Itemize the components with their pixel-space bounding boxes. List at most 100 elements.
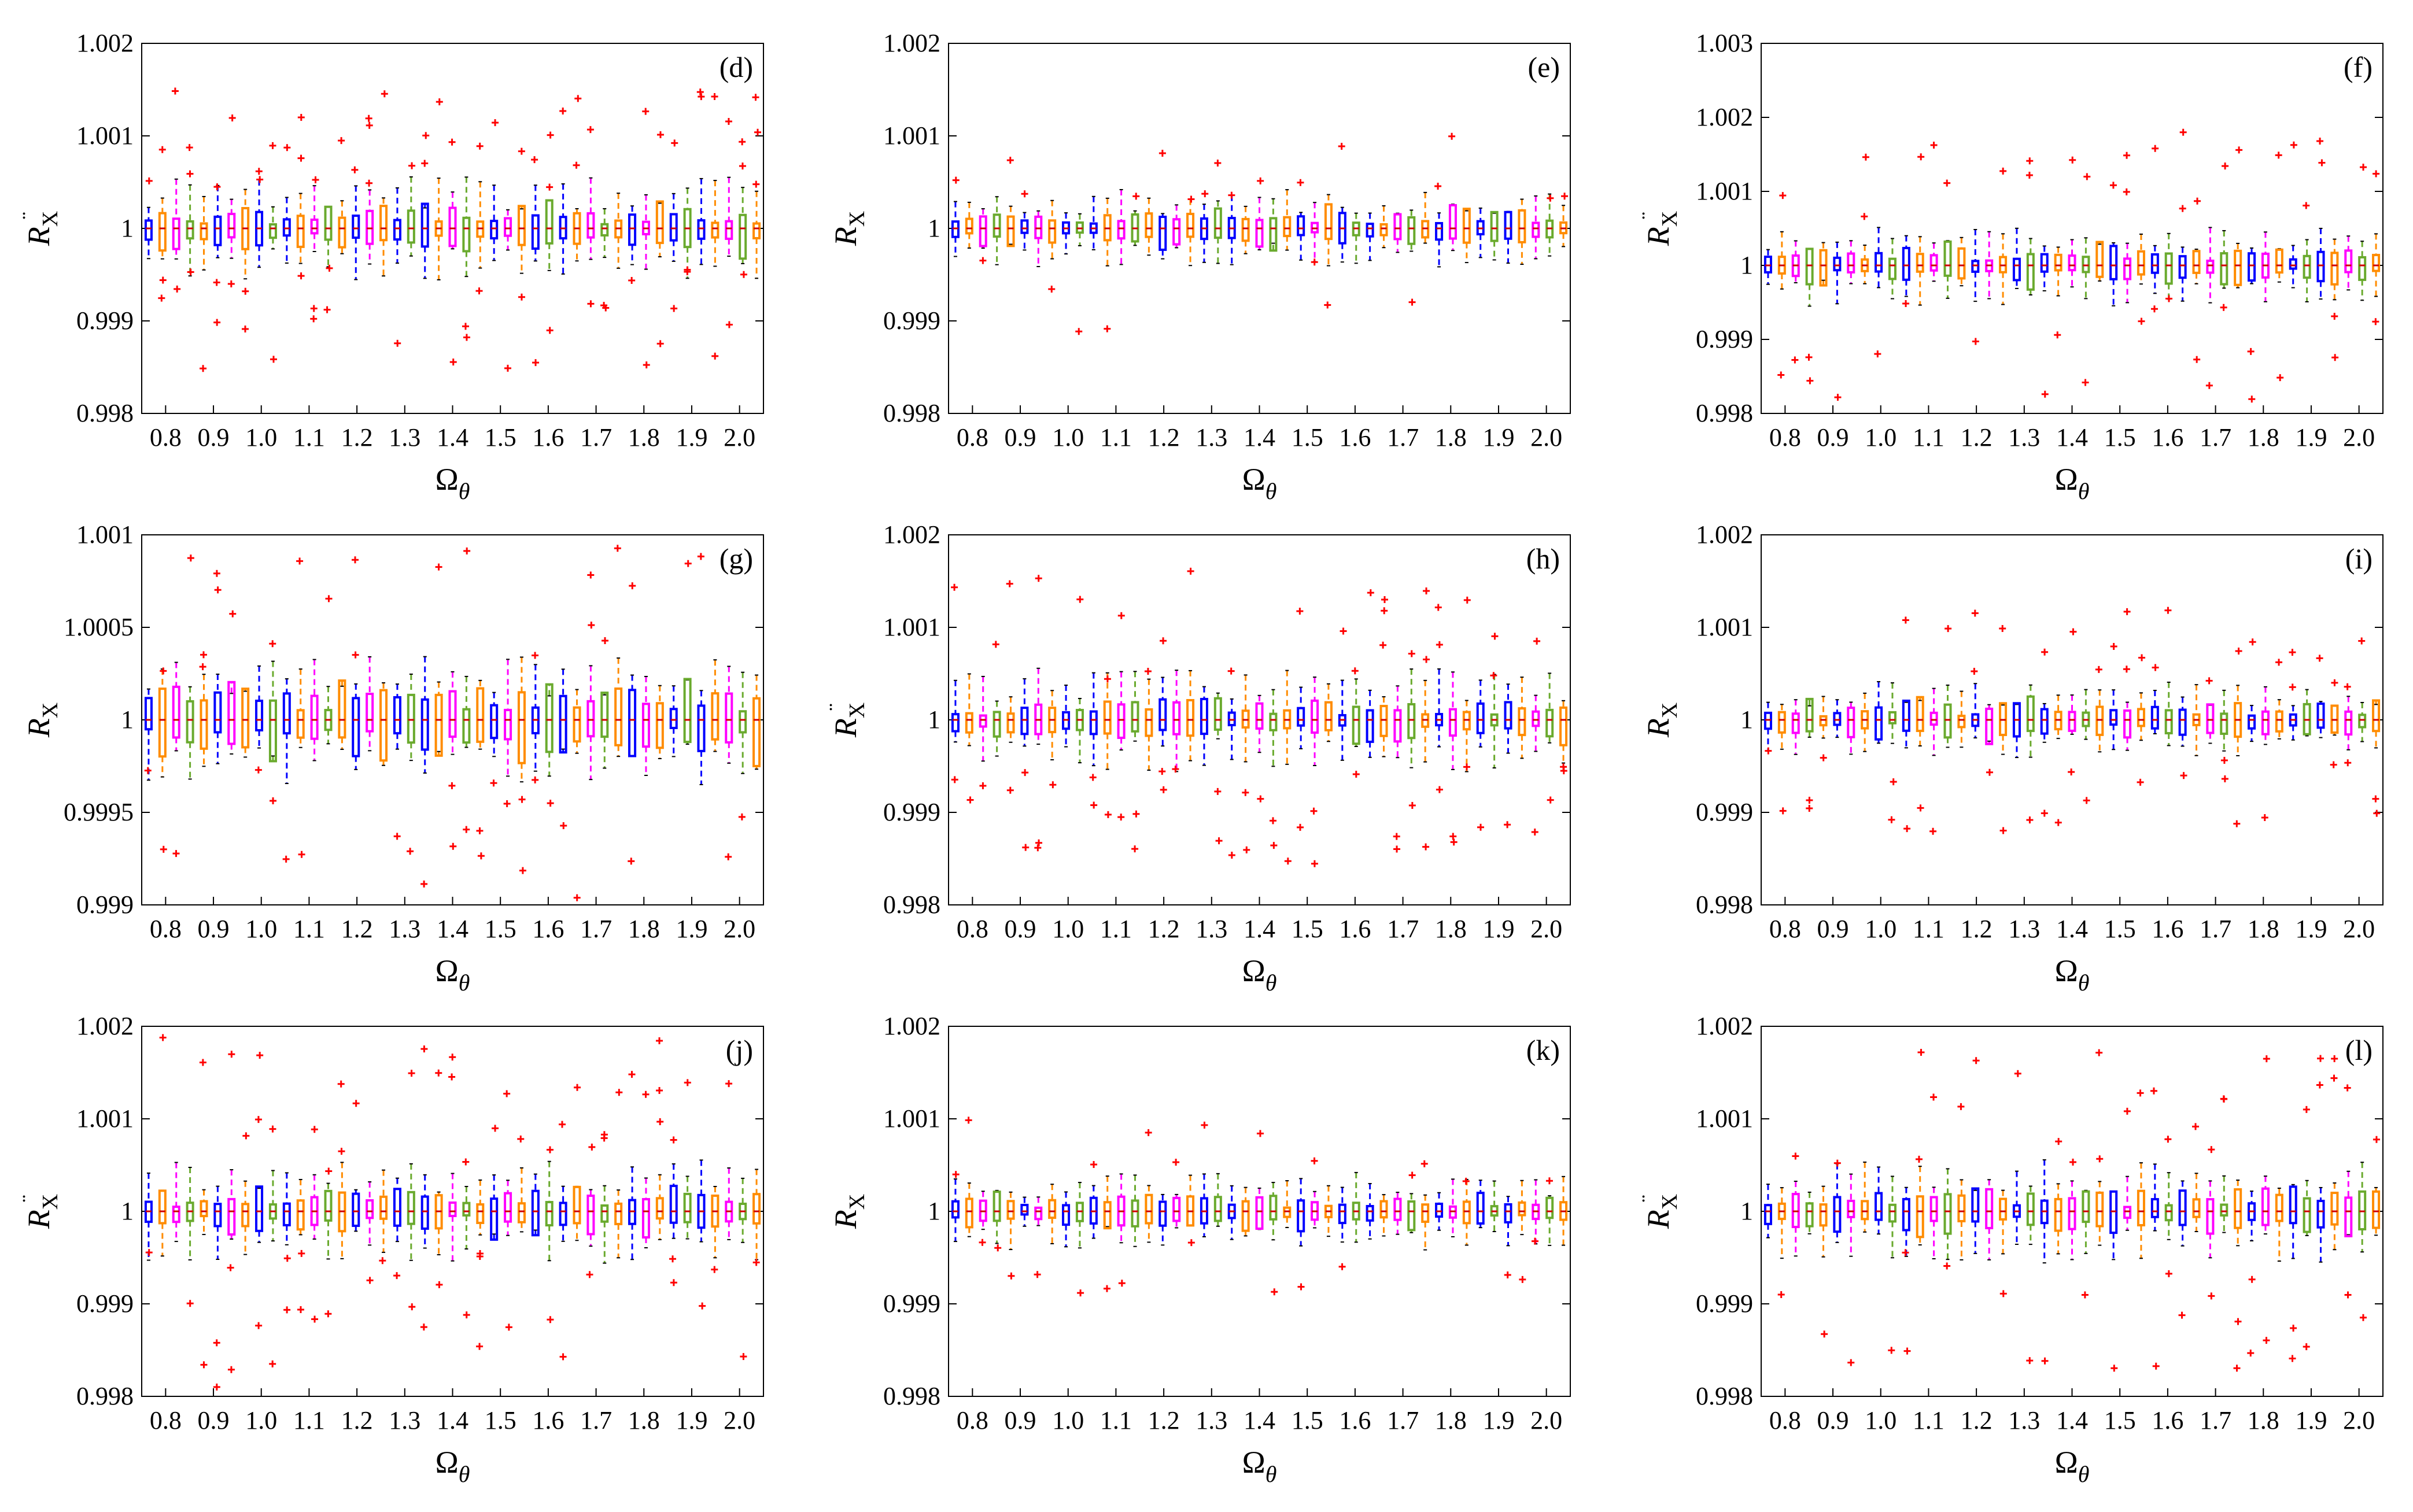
outlier-point bbox=[1117, 814, 1125, 821]
box-plot bbox=[379, 90, 388, 277]
x-tick-label: 0.9 bbox=[1817, 1406, 1849, 1435]
box-body bbox=[1476, 702, 1485, 734]
box-plot bbox=[1352, 212, 1360, 264]
box-body bbox=[1847, 252, 1855, 273]
box-body bbox=[2275, 1193, 2283, 1222]
box-body bbox=[951, 713, 960, 733]
box-body bbox=[407, 693, 415, 744]
outlier-point bbox=[2316, 655, 2323, 662]
box-body bbox=[1366, 709, 1374, 743]
outlier-point bbox=[227, 1264, 234, 1271]
box-body bbox=[241, 687, 250, 749]
box-plot bbox=[2247, 1191, 2256, 1357]
box-plot bbox=[434, 98, 443, 280]
box-plot bbox=[2358, 164, 2367, 301]
box-plot bbox=[1833, 699, 1842, 738]
x-tick-label: 1.9 bbox=[676, 915, 707, 943]
outlier-point bbox=[656, 1087, 663, 1095]
box-body bbox=[1504, 1203, 1512, 1223]
box-plot bbox=[448, 1053, 457, 1262]
box-body bbox=[1324, 203, 1333, 241]
outlier-point bbox=[643, 361, 650, 369]
box-plot bbox=[2358, 1162, 2367, 1321]
outlier-point bbox=[586, 1271, 593, 1278]
box-body bbox=[1020, 707, 1029, 735]
outlier-point bbox=[615, 1089, 623, 1096]
box-plot bbox=[2068, 1158, 2077, 1260]
box-body bbox=[186, 220, 194, 240]
box-plot bbox=[965, 1117, 973, 1237]
outlier-point bbox=[1022, 844, 1030, 851]
box-plot bbox=[1476, 679, 1485, 831]
box-plot bbox=[1324, 683, 1333, 742]
box-body bbox=[2150, 705, 2159, 730]
outlier-point bbox=[739, 162, 746, 170]
outlier-point bbox=[531, 156, 538, 164]
x-tick-label: 0.8 bbox=[1769, 1406, 1801, 1435]
box-plot bbox=[2316, 655, 2325, 738]
x-tick-label: 1.2 bbox=[1961, 1406, 1993, 1435]
outlier-point bbox=[519, 867, 526, 874]
outlier-point bbox=[214, 586, 222, 594]
outlier-point bbox=[1076, 596, 1084, 603]
box-body bbox=[1379, 705, 1388, 737]
outlier-point bbox=[310, 315, 318, 323]
box-body bbox=[200, 1200, 208, 1218]
box-plot bbox=[1172, 204, 1181, 249]
box-body bbox=[1227, 711, 1236, 727]
box-plot bbox=[2248, 638, 2256, 742]
box-body bbox=[1476, 1192, 1485, 1225]
outlier-point bbox=[1957, 1103, 1965, 1110]
box-plot bbox=[2164, 1136, 2173, 1277]
box-plot bbox=[254, 665, 264, 774]
box-body bbox=[669, 1184, 678, 1224]
x-axis-label: Ωθ bbox=[436, 1445, 470, 1487]
box-plot bbox=[241, 687, 250, 758]
box-body bbox=[2192, 1198, 2201, 1218]
outlier-point bbox=[642, 108, 650, 115]
y-tick-label: 1.001 bbox=[883, 121, 940, 150]
box-plot bbox=[1476, 207, 1485, 258]
box-plot bbox=[1999, 167, 2008, 305]
box-body bbox=[1819, 715, 1828, 727]
y-tick-label: 0.998 bbox=[76, 1382, 134, 1410]
x-tick-label: 1.6 bbox=[532, 423, 564, 452]
outlier-point bbox=[1227, 667, 1235, 675]
outlier-point bbox=[2289, 1355, 2296, 1362]
box-plot bbox=[393, 187, 401, 347]
box-body bbox=[268, 699, 277, 763]
x-tick-label: 1.7 bbox=[2200, 423, 2231, 452]
box-plot bbox=[1075, 596, 1084, 764]
box-body bbox=[2123, 1206, 2132, 1219]
x-tick-label: 1.7 bbox=[580, 915, 612, 943]
x-axis-label: Ωθ bbox=[2055, 1445, 2090, 1487]
box-plot bbox=[2234, 146, 2243, 289]
outlier-point bbox=[394, 339, 401, 347]
outlier-point bbox=[2303, 1343, 2310, 1351]
outlier-point bbox=[1077, 1289, 1084, 1297]
box-plot bbox=[531, 652, 540, 783]
x-tick-label: 1.5 bbox=[1292, 423, 1323, 452]
outlier-point bbox=[476, 1343, 484, 1350]
outlier-point bbox=[1215, 837, 1223, 845]
outlier-point bbox=[752, 94, 759, 101]
box-body bbox=[1777, 711, 1786, 734]
panel-g: 0.999 0.9995 1 1.0005 1.001 0.8 0.9 1.0 1.1 1.2 1.… bbox=[21, 520, 764, 996]
outlier-point bbox=[1296, 607, 1304, 615]
outlier-point bbox=[1805, 353, 1813, 361]
y-axis-text: RX bbox=[21, 1194, 62, 1229]
y-tick-label: 1.001 bbox=[76, 520, 134, 549]
outlier-point bbox=[379, 1257, 386, 1265]
box-body bbox=[2178, 255, 2187, 279]
box-plot bbox=[420, 132, 430, 279]
box-plot bbox=[2012, 1070, 2021, 1245]
x-tick-label: 0.9 bbox=[1005, 423, 1036, 452]
outlier-point bbox=[1902, 300, 1910, 307]
x-tick-label: 1.6 bbox=[2152, 1406, 2183, 1435]
box-plot bbox=[1144, 667, 1153, 771]
box-body bbox=[1117, 220, 1126, 240]
outlier-point bbox=[2344, 683, 2351, 690]
outlier-point bbox=[1408, 298, 1416, 306]
box-plot bbox=[2123, 608, 2132, 751]
outlier-point bbox=[213, 1383, 220, 1391]
